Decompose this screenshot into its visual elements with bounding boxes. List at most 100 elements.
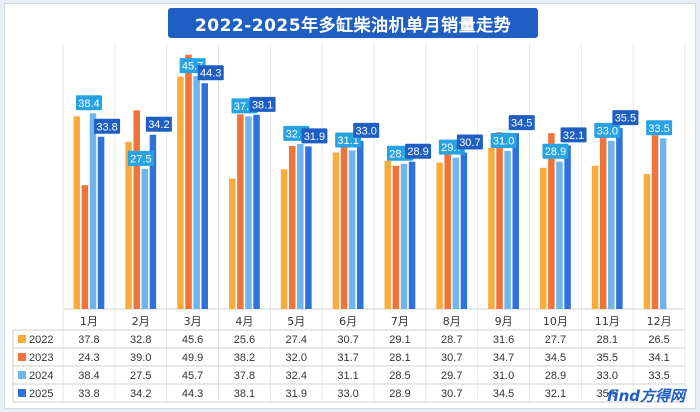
data-label-box bbox=[94, 118, 121, 134]
table-cell-2024-5月: 32.4 bbox=[286, 370, 307, 382]
table-cell-2024-3月: 45.7 bbox=[182, 370, 203, 382]
data-label-2025-4月: 38.1 bbox=[252, 99, 273, 111]
legend-label-2025: 2025 bbox=[29, 388, 53, 400]
table-cell-2023-11月: 35.5 bbox=[597, 352, 618, 364]
table-cell-2025-2月: 34.2 bbox=[130, 388, 151, 400]
table-cell-2025-4月: 38.1 bbox=[234, 388, 255, 400]
table-cell-2022-2月: 32.8 bbox=[130, 334, 151, 346]
x-tick-label: 10月 bbox=[543, 315, 568, 328]
bar-2022-2月 bbox=[125, 141, 132, 309]
bar-2023-2月 bbox=[133, 110, 140, 309]
bar-2023-5月 bbox=[288, 145, 296, 309]
legend-swatch-2022 bbox=[18, 335, 26, 343]
table-cell-2023-8月: 30.7 bbox=[441, 352, 462, 364]
bar-2025-10月 bbox=[564, 145, 571, 309]
bar-2024-3月 bbox=[193, 76, 200, 309]
x-tick-label: 3月 bbox=[184, 315, 202, 328]
bar-2025-11月 bbox=[616, 128, 623, 309]
bar-2024-7月 bbox=[400, 163, 408, 309]
table-cell-2022-12月: 26.5 bbox=[648, 334, 669, 346]
table-cell-2024-10月: 28.9 bbox=[545, 370, 566, 382]
legend-label-2024: 2024 bbox=[29, 370, 53, 382]
data-label-box bbox=[127, 150, 154, 166]
bar-2024-11月 bbox=[608, 140, 615, 309]
x-tick-label: 4月 bbox=[235, 315, 253, 328]
bar-2024-4月 bbox=[245, 116, 252, 309]
table-cell-2024-12月: 33.5 bbox=[648, 370, 669, 382]
bar-2023-9月 bbox=[496, 132, 503, 309]
table-cell-2022-5月: 27.4 bbox=[286, 334, 307, 346]
data-label-box bbox=[405, 143, 432, 159]
bar-2025-7月 bbox=[408, 161, 416, 309]
bar-2022-1月 bbox=[73, 116, 81, 309]
bar-2024-6月 bbox=[348, 150, 356, 309]
table-cell-2025-6月: 33.0 bbox=[337, 388, 358, 400]
data-label-box bbox=[249, 96, 276, 112]
legend-swatch-2024 bbox=[18, 371, 26, 379]
data-label-box bbox=[508, 115, 535, 131]
bar-2023-1月 bbox=[81, 185, 89, 309]
bar-2024-5月 bbox=[297, 143, 304, 309]
table-cell-2024-4月: 37.8 bbox=[234, 370, 255, 382]
table-cell-2025-11月: 35.5 bbox=[597, 388, 618, 400]
table-cell-2022-1月: 37.8 bbox=[78, 334, 99, 346]
bar-2023-3月 bbox=[185, 54, 192, 310]
bar-2022-9月 bbox=[488, 147, 495, 309]
table-cell-2023-6月: 31.7 bbox=[337, 352, 358, 364]
data-label-2025-7月: 28.9 bbox=[407, 146, 428, 158]
data-label-2024-2月: 27.5 bbox=[130, 153, 151, 165]
bar-2023-11月 bbox=[599, 128, 607, 309]
table-cell-2024-6月: 31.1 bbox=[337, 370, 358, 382]
table-cell-2023-2月: 39.0 bbox=[130, 352, 151, 364]
table-cell-2022-9月: 31.6 bbox=[493, 334, 514, 346]
data-label-box bbox=[75, 95, 102, 111]
chart-frame: 38.4 33.8 27.5 34.2 45.7 44.3 37.8 38.1 32.4 31.9… bbox=[4, 3, 696, 409]
bar-2025-5月 bbox=[305, 146, 312, 309]
bar-2023-7月 bbox=[392, 165, 400, 309]
bar-2024-2月 bbox=[141, 168, 149, 309]
bar-2024-1月 bbox=[89, 113, 97, 309]
chart-title: 2022-2025年多缸柴油机单月销量走势 bbox=[194, 15, 512, 36]
bar-2022-12月 bbox=[643, 173, 651, 309]
bar-2025-6月 bbox=[356, 140, 364, 309]
table-cell-2024-1月: 38.4 bbox=[78, 370, 99, 382]
watermark-logo: find方得网 bbox=[606, 387, 685, 405]
table-cell-2025-9月: 34.5 bbox=[493, 388, 514, 400]
data-label-2025-10月: 32.1 bbox=[563, 130, 584, 142]
table-cell-2023-10月: 34.5 bbox=[545, 352, 566, 364]
data-label-box bbox=[145, 116, 172, 132]
table-cell-2023-9月: 34.7 bbox=[493, 352, 514, 364]
bar-2024-9月 bbox=[504, 151, 511, 309]
data-label-box bbox=[612, 110, 639, 126]
table-cell-2025-8月: 30.7 bbox=[441, 388, 462, 400]
data-label-box bbox=[490, 133, 517, 149]
bar-2023-10月 bbox=[548, 133, 555, 309]
data-label-2025-9月: 34.5 bbox=[511, 118, 532, 130]
bar-2024-8月 bbox=[452, 157, 460, 309]
data-label-2025-5月: 31.9 bbox=[304, 131, 325, 143]
data-label-2025-1月: 33.8 bbox=[96, 121, 117, 133]
table-cell-2022-10月: 27.7 bbox=[545, 334, 566, 346]
bar-2023-8月 bbox=[444, 152, 451, 309]
x-tick-label: 12月 bbox=[647, 315, 672, 328]
bar-2025-8月 bbox=[460, 152, 468, 309]
x-tick-label: 11月 bbox=[595, 315, 620, 328]
table-cell-2022-7月: 29.1 bbox=[389, 334, 410, 346]
table-cell-2025-10月: 32.1 bbox=[545, 388, 566, 400]
legend-label-2023: 2023 bbox=[29, 352, 53, 364]
data-label-2025-6月: 33.0 bbox=[356, 125, 377, 137]
data-label-2025-2月: 34.2 bbox=[148, 119, 169, 131]
bar-2024-12月 bbox=[659, 138, 667, 309]
table-cell-2025-3月: 44.3 bbox=[182, 388, 203, 400]
data-label-box bbox=[594, 122, 621, 138]
table-cell-2023-1月: 24.3 bbox=[78, 352, 99, 364]
data-label-2024-10月: 28.9 bbox=[545, 146, 566, 158]
table-cell-2025-7月: 28.9 bbox=[389, 388, 410, 400]
table-cell-2022-4月: 25.6 bbox=[234, 334, 255, 346]
x-tick-label: 2月 bbox=[132, 315, 150, 328]
bar-2022-11月 bbox=[591, 165, 599, 309]
x-tick-label: 9月 bbox=[495, 315, 513, 328]
data-label-2024-12月: 33.5 bbox=[648, 123, 669, 135]
bar-2022-6月 bbox=[332, 152, 340, 309]
table-cell-2022-3月: 45.6 bbox=[182, 334, 203, 346]
